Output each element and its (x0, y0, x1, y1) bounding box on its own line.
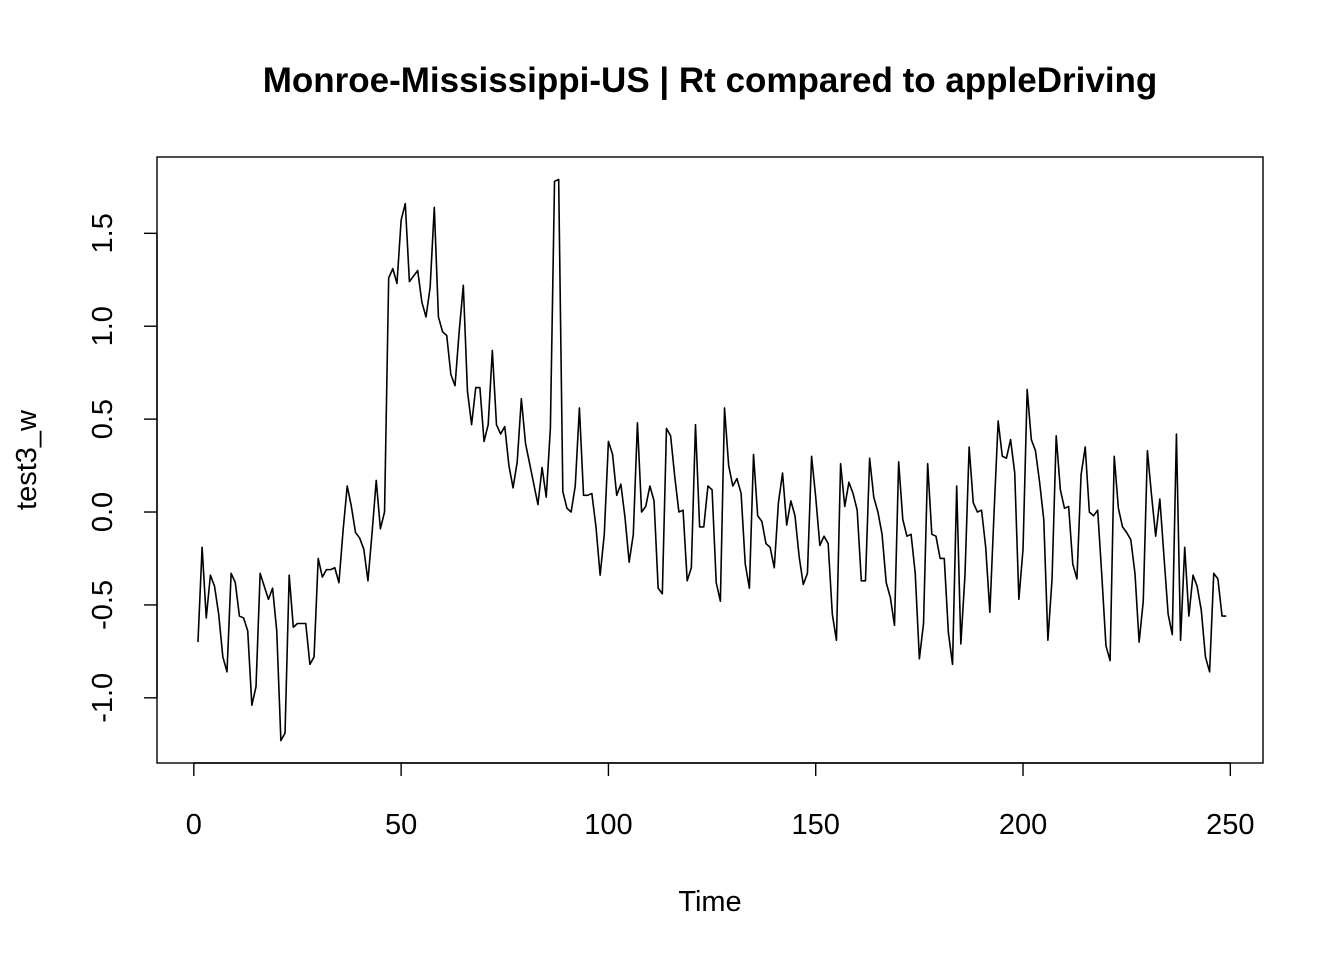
y-tick-label: 0.0 (87, 492, 119, 532)
x-axis-title: Time (678, 886, 741, 918)
x-tick-label: 150 (792, 809, 840, 841)
x-tick-label: 50 (385, 809, 417, 841)
y-axis-title: test3_w (11, 409, 43, 510)
series-line (197, 178, 1227, 742)
chart-title: Monroe-Mississippi-US | Rt compared to a… (263, 61, 1158, 100)
x-tick-label: 250 (1206, 809, 1254, 841)
x-tick-label: 0 (186, 809, 202, 841)
y-tick-label: 1.0 (87, 306, 119, 346)
y-tick-label: 0.5 (87, 399, 119, 439)
x-axis: 0 50 100 150 200 250 (186, 762, 1255, 841)
plot-area-frame (156, 156, 1264, 764)
y-tick-label: -1.0 (87, 673, 119, 723)
y-tick-label: -0.5 (87, 580, 119, 630)
y-tick-label: 1.5 (87, 213, 119, 253)
y-axis: -1.0 -0.5 0.0 0.5 1.0 1.5 (87, 213, 158, 723)
x-tick-label: 200 (999, 809, 1047, 841)
x-tick-label: 100 (584, 809, 632, 841)
